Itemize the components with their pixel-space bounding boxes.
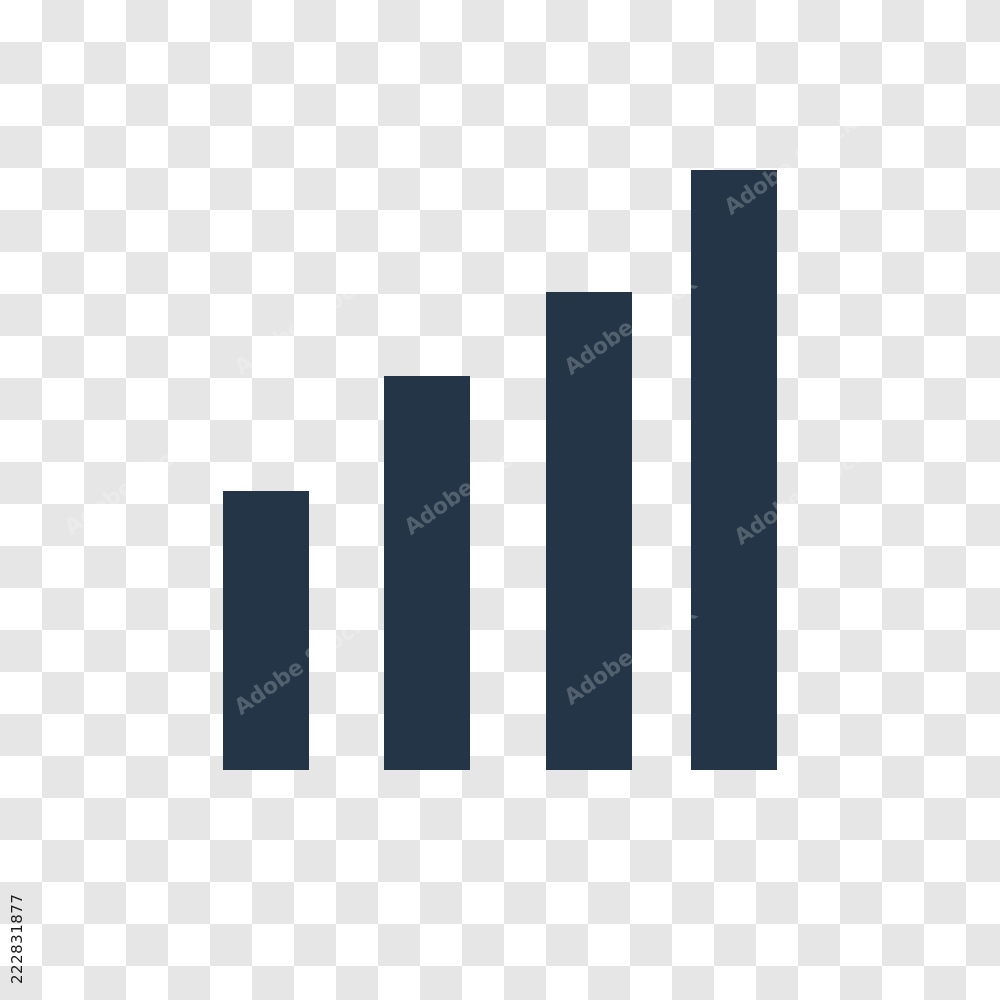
bar-3: [546, 292, 632, 770]
bar-4: [691, 170, 777, 770]
bar-1: [223, 491, 309, 770]
bar-2: [384, 376, 470, 770]
stock-id-label: 222831877: [8, 893, 26, 984]
